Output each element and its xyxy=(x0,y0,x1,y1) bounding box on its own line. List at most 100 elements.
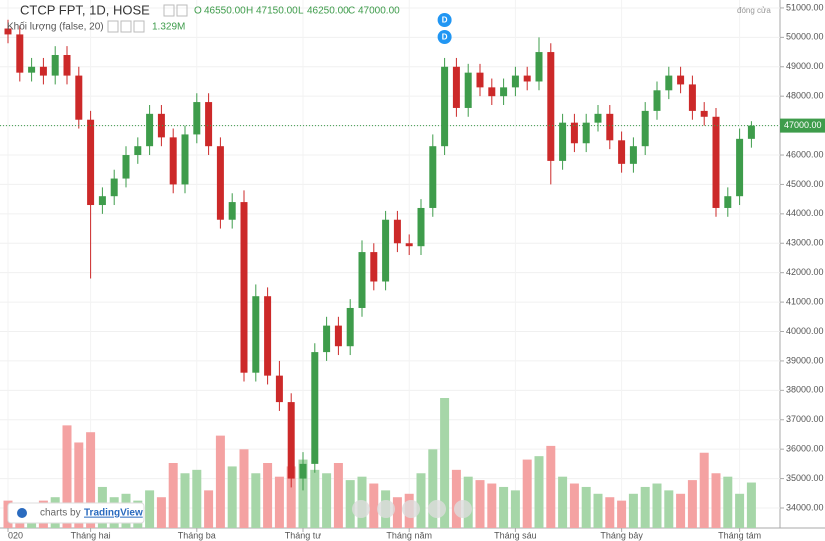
candle-body xyxy=(275,375,283,403)
candle-body xyxy=(134,146,142,156)
candle-body xyxy=(4,28,12,35)
candle-body xyxy=(464,72,472,108)
volume-bar xyxy=(239,449,249,528)
volume-bar xyxy=(475,480,485,528)
candle-body xyxy=(370,252,378,282)
candle-body xyxy=(299,463,307,479)
x-tick-label: Tháng hai xyxy=(71,530,111,540)
volume-bar xyxy=(628,493,638,528)
y-tick-label: 45000.00 xyxy=(786,179,824,189)
candle-body xyxy=(405,243,413,247)
volume-bar xyxy=(499,486,509,528)
candle-body xyxy=(559,122,567,161)
branding-name[interactable]: TradingView xyxy=(84,508,143,519)
candle-body xyxy=(582,122,590,144)
icon[interactable] xyxy=(163,4,175,17)
volume-bar xyxy=(298,459,308,528)
nav-left[interactable] xyxy=(402,500,420,518)
y-tick-label: 51000.00 xyxy=(786,2,824,12)
last-price-label: 47000.00 xyxy=(784,120,822,130)
volume-bar xyxy=(487,483,497,528)
candle-body xyxy=(606,113,614,141)
x-tick-label: Tháng tư xyxy=(285,530,322,540)
icon[interactable] xyxy=(176,4,188,17)
icon[interactable] xyxy=(107,20,119,33)
y-tick-label: 34000.00 xyxy=(786,502,824,512)
volume-bar xyxy=(263,463,273,528)
candle-body xyxy=(75,75,83,120)
volume-bar xyxy=(735,493,745,528)
x-tick-label: Tháng ba xyxy=(178,530,216,540)
volume-bar xyxy=(215,435,225,528)
y-tick-label: 44000.00 xyxy=(786,208,824,218)
candle-body xyxy=(665,75,673,91)
nav-right[interactable] xyxy=(454,500,472,518)
y-tick-label: 50000.00 xyxy=(786,32,824,42)
volume-bar xyxy=(274,476,284,528)
x-tick-label: Tháng năm xyxy=(386,530,432,540)
volume-bar xyxy=(86,432,96,528)
x-tick-label: 020 xyxy=(8,530,23,540)
candle-body xyxy=(653,90,661,111)
candle-body xyxy=(677,75,685,85)
candle-body xyxy=(51,55,59,76)
candle-body xyxy=(311,352,319,464)
candle-body xyxy=(417,207,425,247)
legend-o: 46550.00 xyxy=(204,6,246,17)
close-mode[interactable]: đóng cửa xyxy=(737,6,771,15)
branding-box xyxy=(7,502,145,524)
candle-body xyxy=(488,87,496,97)
volume-bar xyxy=(569,483,579,528)
header: CTCP FPT, 1D, HOSE O 46550.00 H 47150.00… xyxy=(7,2,771,32)
candle-body xyxy=(700,110,708,117)
candle-body xyxy=(228,202,236,220)
y-tick-label: 48000.00 xyxy=(786,91,824,101)
volume-bar xyxy=(546,445,556,528)
candle-body xyxy=(500,87,508,97)
y-tick-label: 38000.00 xyxy=(786,385,824,395)
candle-body xyxy=(358,252,366,308)
candle-body xyxy=(334,325,342,347)
candle-body xyxy=(452,66,460,108)
navigation xyxy=(352,500,472,518)
candle-body xyxy=(169,137,177,185)
y-tick-label: 49000.00 xyxy=(786,61,824,71)
x-tick-label: Tháng sáu xyxy=(494,530,537,540)
volume-bar xyxy=(664,490,674,528)
volume-bar xyxy=(322,473,332,528)
icon[interactable] xyxy=(120,20,132,33)
icon[interactable] xyxy=(133,20,145,33)
candle-body xyxy=(712,116,720,208)
candle-body xyxy=(63,55,71,76)
volume-bar xyxy=(605,497,615,528)
candle-body xyxy=(28,66,36,73)
volume-bar xyxy=(711,473,721,528)
legend-l: 46250.00 xyxy=(307,6,349,17)
candle-body xyxy=(535,52,543,82)
volume-bar xyxy=(699,452,709,528)
volume-bar xyxy=(440,398,450,528)
volume-bar xyxy=(251,473,261,528)
nav-zoom-in[interactable] xyxy=(377,500,395,518)
candle-body xyxy=(618,140,626,164)
y-tick-label: 36000.00 xyxy=(786,444,824,454)
nav-reset[interactable] xyxy=(428,500,446,518)
y-tick-label: 39000.00 xyxy=(786,355,824,365)
volume-bar xyxy=(640,486,650,528)
legend-o-label: O xyxy=(194,6,202,17)
volume-bar xyxy=(451,469,461,528)
volume-bar xyxy=(310,469,320,528)
symbol-title: CTCP FPT, 1D, HOSE xyxy=(20,2,150,17)
dividend-marker xyxy=(437,30,452,44)
volume-bar xyxy=(369,483,379,528)
candle-body xyxy=(570,122,578,144)
volume-title: Khối lượng (false, 20) xyxy=(7,21,104,33)
branding[interactable]: charts by TradingView xyxy=(7,502,145,524)
volume-bar xyxy=(746,482,756,528)
legend-h: 47150.00 xyxy=(256,6,298,17)
nav-zoom-out[interactable] xyxy=(352,500,370,518)
candle-body xyxy=(346,307,354,347)
candle-body xyxy=(523,75,531,82)
dividend-marker-label: D xyxy=(442,16,448,25)
candle-body xyxy=(441,66,449,147)
